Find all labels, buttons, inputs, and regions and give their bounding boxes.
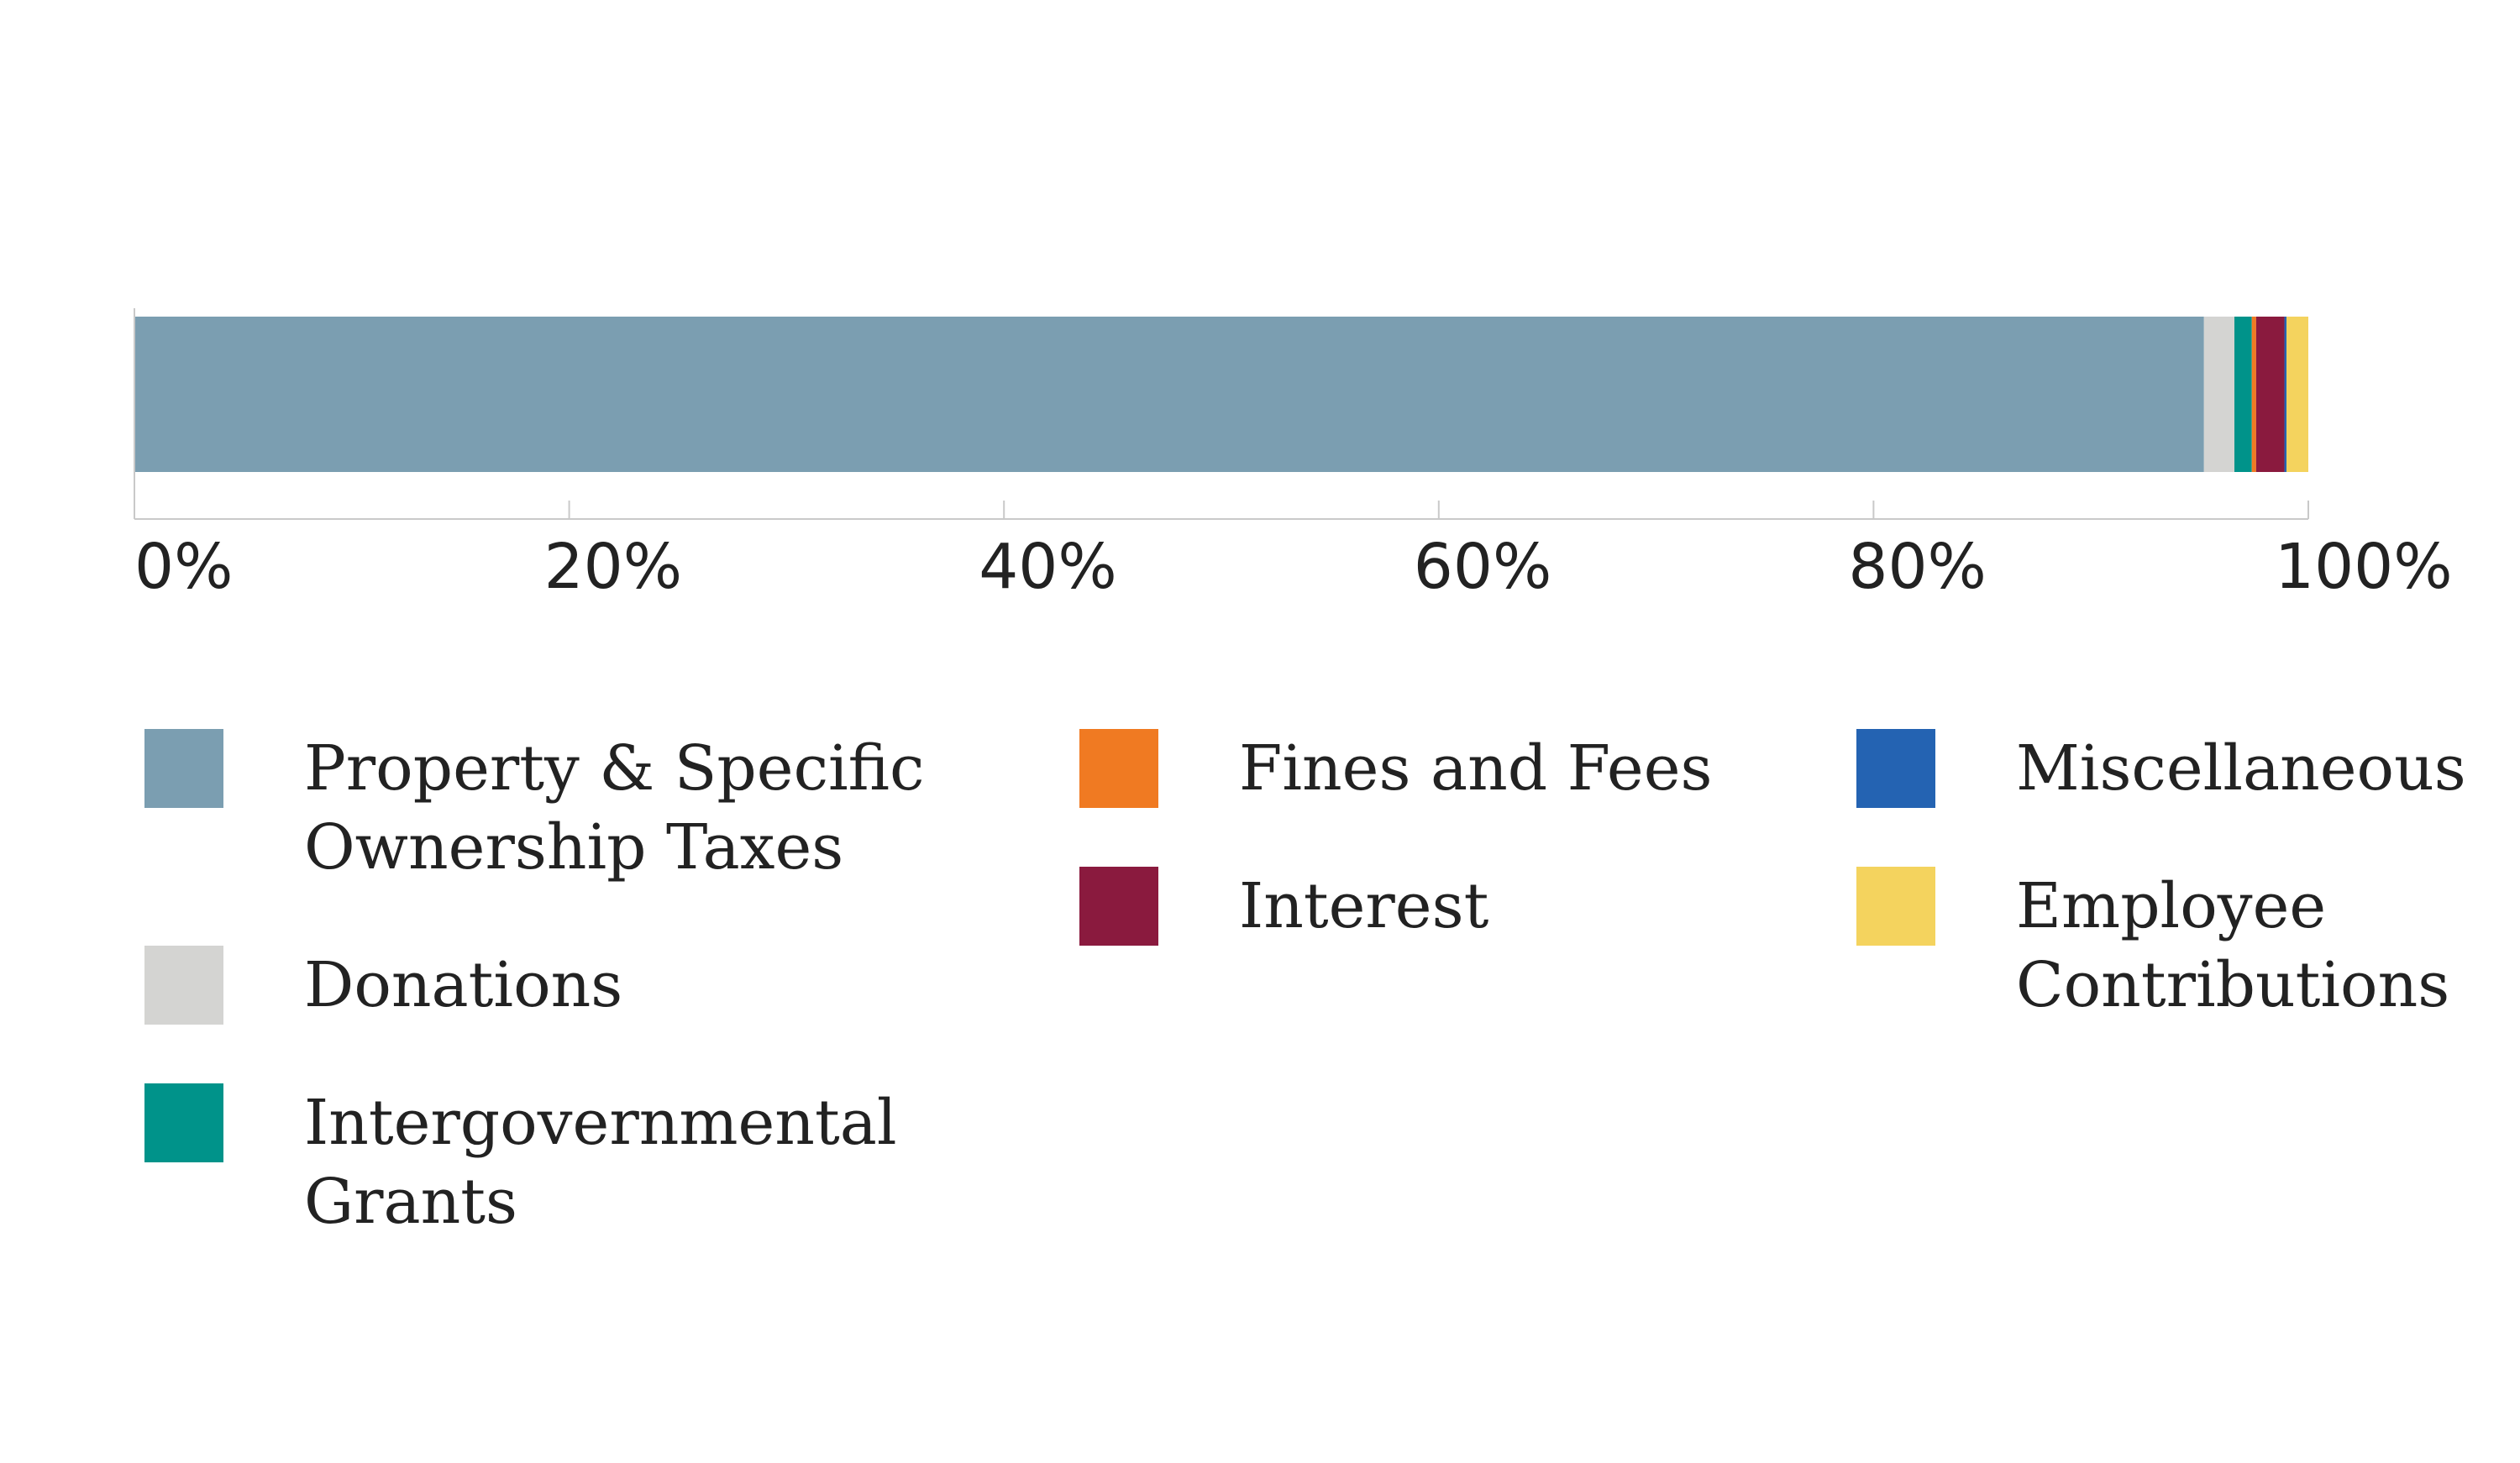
legend-label: Donations (304, 949, 622, 1021)
bar-segment-employee-contributions (2286, 317, 2308, 472)
legend-swatch (1079, 729, 1158, 808)
stacked-bar (134, 317, 2308, 472)
x-tick-label: 80% (1848, 531, 1986, 603)
legend-item-interest: Interest (1079, 867, 1489, 946)
legend-label: Miscellaneous (2016, 732, 2466, 805)
legend-item-fines-and-fees: Fines and Fees (1079, 729, 1713, 808)
x-tick-label: 100% (2275, 531, 2453, 603)
legend-label: Fines and Fees (1239, 732, 1713, 805)
legend-label-line: Fines and Fees (1239, 732, 1713, 805)
legend-swatch (1079, 867, 1158, 946)
legend-label-line: Intergovernmental (304, 1087, 897, 1159)
bar-segment-miscellaneous (2284, 317, 2287, 472)
legend-label: Property & Specific Ownership Taxes (304, 732, 924, 884)
bar-segment-intergovernmental-grants (2234, 317, 2252, 472)
legend-swatch (1856, 867, 1935, 946)
bar-segment-donations (2203, 317, 2235, 472)
legend-label-line: Employee (2016, 870, 2326, 942)
legend-swatch (144, 946, 223, 1025)
legend-label-line: Donations (304, 949, 622, 1021)
bar-segment-interest (2255, 317, 2285, 472)
legend-item-miscellaneous: Miscellaneous (1856, 729, 2466, 808)
legend-item-donations: Donations (144, 946, 622, 1025)
legend-label: Intergovernmental Grants (304, 1087, 897, 1238)
legend-label: Employee Contributions (2016, 870, 2449, 1021)
legend-label-line: Miscellaneous (2016, 732, 2466, 805)
x-tick-label: 40% (979, 531, 1116, 603)
x-tick-label: 60% (1414, 531, 1551, 603)
bar-segment-fines-and-fees (2251, 317, 2256, 472)
legend-label-line: Grants (304, 1166, 517, 1238)
x-tick-label: 20% (544, 531, 682, 603)
legend-label-line: Interest (1239, 870, 1489, 942)
legend-item-property-and-specific-ownership-taxes: Property & Specific Ownership Taxes (144, 729, 924, 884)
legend-label-line: Property & Specific (304, 732, 924, 805)
legend: Property & Specific Ownership Taxes Donati… (144, 729, 2466, 1238)
legend-swatch (144, 1083, 223, 1162)
legend-item-intergovernmental-grants: Intergovernmental Grants (144, 1083, 897, 1238)
bar-segment-property-and-specific-ownership-taxes (134, 317, 2204, 472)
legend-label-line: Contributions (2016, 949, 2449, 1021)
legend-swatch (144, 729, 223, 808)
x-tick-label: 0% (134, 531, 233, 603)
legend-swatch (1856, 729, 1935, 808)
x-axis: 0% 20% 40% 60% 80% 100% (134, 308, 2453, 603)
legend-label: Interest (1239, 870, 1489, 942)
legend-label-line: Ownership Taxes (304, 811, 843, 884)
legend-item-employee-contributions: Employee Contributions (1856, 867, 2449, 1021)
